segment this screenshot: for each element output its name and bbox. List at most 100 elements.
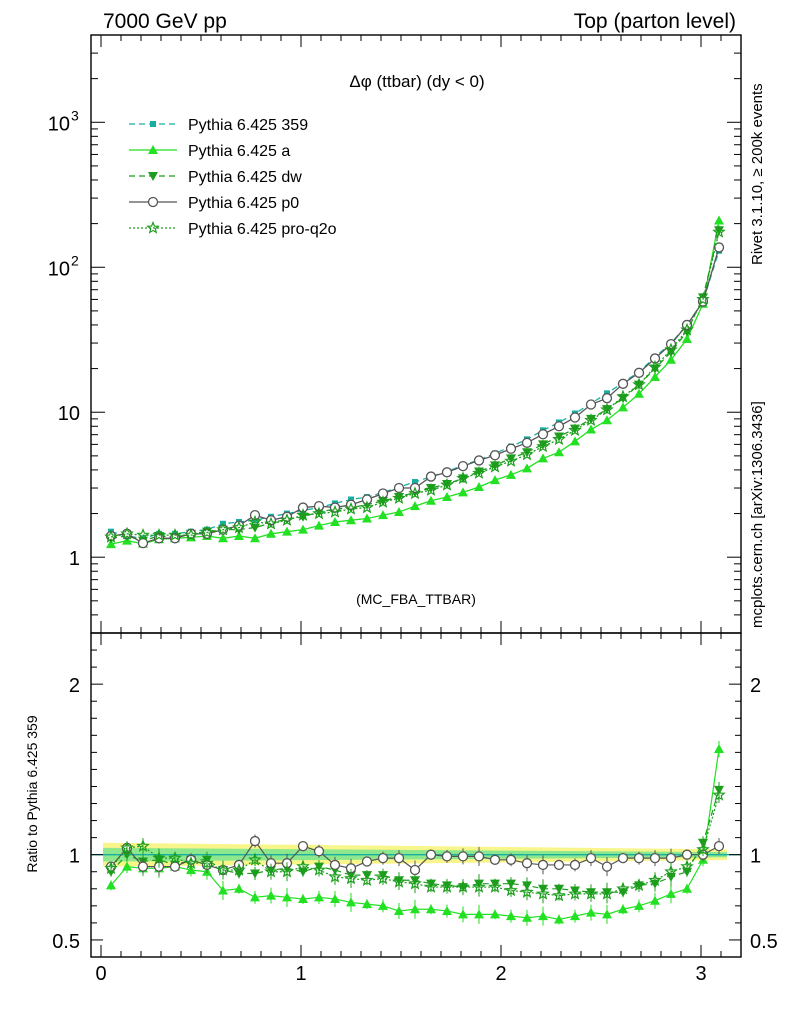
ratio-point <box>666 888 676 898</box>
ratio-point <box>473 851 485 862</box>
ratio-point <box>712 787 726 801</box>
data-point <box>282 526 292 536</box>
series-pythia-6-425-dw <box>106 226 724 546</box>
data-point <box>617 378 629 389</box>
data-point <box>522 448 532 458</box>
ratio-point <box>329 859 341 871</box>
data-point <box>168 527 182 541</box>
data-point <box>378 496 388 506</box>
header-right: Top (parton level) <box>574 10 736 33</box>
legend-label: Pythia 6.425 p0 <box>188 195 299 212</box>
data-point <box>682 333 692 343</box>
data-point <box>600 402 614 416</box>
ratio-point <box>585 852 597 864</box>
data-point <box>696 292 710 306</box>
ratio-point <box>266 890 276 900</box>
data-point <box>568 423 582 437</box>
data-point <box>714 215 724 225</box>
ratio-point <box>377 852 389 864</box>
ratio-point <box>392 874 406 888</box>
data-point <box>328 504 342 518</box>
ratio-point <box>633 852 645 864</box>
ratio-point <box>200 856 214 869</box>
series-pythia-6-425-pro-q2o <box>104 224 726 543</box>
ratio-point <box>264 864 278 878</box>
x-tick-label: 1 <box>295 963 306 985</box>
ratio-point <box>681 849 693 860</box>
data-point <box>538 453 548 463</box>
ratio-frame <box>90 632 742 958</box>
ratio-point <box>328 869 342 883</box>
ratio-point <box>122 850 132 860</box>
data-point <box>280 513 294 526</box>
legend-label: Pythia 6.425 dw <box>188 169 302 186</box>
data-point <box>152 527 166 541</box>
ratio-point <box>490 909 500 919</box>
ratio-point <box>554 914 564 924</box>
data-point <box>456 471 470 485</box>
data-point <box>426 484 436 494</box>
data-point <box>553 421 565 432</box>
header-left: 7000 GeV pp <box>103 10 227 33</box>
data-point <box>250 533 260 543</box>
side-label-top: Rivet 3.1.10, ≥ 200k events <box>749 83 766 265</box>
data-point <box>602 415 612 425</box>
ratio-series-pythia-6-425-a <box>106 740 724 926</box>
legend-label: Pythia 6.425 pro-q2o <box>188 221 337 238</box>
data-point <box>634 388 644 398</box>
data-point <box>425 471 437 482</box>
data-point <box>650 371 660 381</box>
ratio-point <box>425 849 437 860</box>
ratio-point <box>344 871 358 885</box>
data-point <box>552 432 566 446</box>
data-point <box>713 242 725 253</box>
x-tick-label: 0 <box>95 963 106 985</box>
ratio-point <box>632 878 646 892</box>
ratio-point <box>282 892 292 902</box>
ratio-point <box>569 859 581 871</box>
data-point <box>376 494 390 508</box>
data-point <box>570 436 580 446</box>
ratio-point <box>618 904 628 914</box>
ratio-point <box>361 856 373 867</box>
chart-watermark: (MC_FBA_TTBAR) <box>356 591 476 607</box>
data-point <box>361 494 373 505</box>
data-point <box>458 487 468 497</box>
data-point <box>537 429 549 440</box>
ratio-point <box>169 861 181 872</box>
data-point <box>200 525 214 539</box>
data-point <box>216 522 230 536</box>
data-point <box>344 501 358 515</box>
ratio-point <box>570 911 580 921</box>
ratio-y-tick-label-right: 2 <box>750 675 761 697</box>
series-pythia-6-425-a <box>106 215 724 549</box>
ratio-point <box>602 909 612 919</box>
ratio-point <box>314 892 324 902</box>
data-point <box>410 501 420 511</box>
data-point <box>440 477 454 491</box>
ratio-point <box>553 859 565 871</box>
data-point <box>554 432 564 442</box>
data-point <box>489 450 501 461</box>
data-point <box>106 539 116 549</box>
y-tick-exponent: 3 <box>71 107 79 123</box>
ratio-y-tick-label: 0.5 <box>52 931 80 953</box>
ratio-point <box>680 859 694 873</box>
ratio-point <box>362 899 372 909</box>
data-point <box>569 412 581 423</box>
legend-item-pythia-6-425-p0: Pythia 6.425 p0 <box>129 195 299 212</box>
data-point <box>554 447 564 457</box>
data-point <box>664 342 678 356</box>
data-point <box>360 500 374 514</box>
data-point <box>666 354 676 364</box>
data-point <box>314 520 324 530</box>
data-point <box>232 520 246 534</box>
data-point <box>218 533 228 543</box>
ratio-point <box>378 900 388 910</box>
data-point <box>346 515 356 525</box>
ratio-point <box>184 856 198 869</box>
legend-item-pythia-6-425-dw: Pythia 6.425 dw <box>129 169 302 186</box>
data-point <box>394 507 404 517</box>
data-point <box>266 528 276 538</box>
